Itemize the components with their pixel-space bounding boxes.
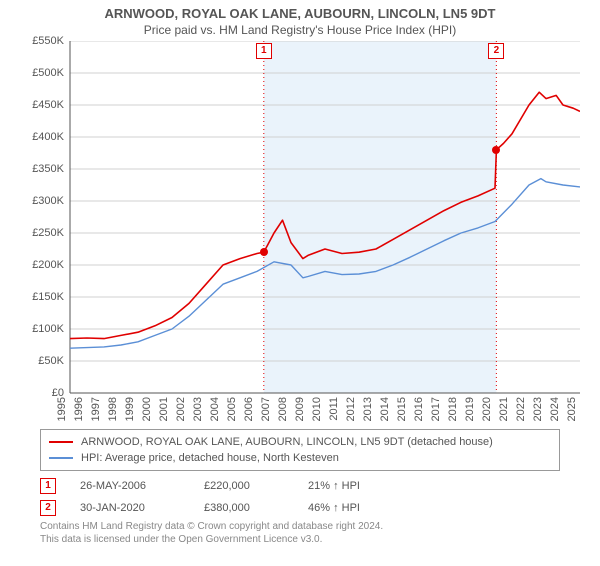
- legend-label: HPI: Average price, detached house, Nort…: [81, 452, 339, 464]
- footer-line: Contains HM Land Registry data © Crown c…: [40, 521, 560, 534]
- y-axis-tick: £350K: [20, 163, 64, 175]
- y-axis-tick: £100K: [20, 323, 64, 335]
- chart-marker-dot-icon: [260, 248, 268, 256]
- y-axis-tick: £250K: [20, 227, 64, 239]
- event-table: 1 26-MAY-2006 £220,000 21% ↑ HPI 2 30-JA…: [40, 475, 560, 519]
- legend-label: ARNWOOD, ROYAL OAK LANE, AUBOURN, LINCOL…: [81, 436, 493, 448]
- legend-item: HPI: Average price, detached house, Nort…: [49, 450, 551, 466]
- event-marker-icon: 2: [40, 500, 56, 516]
- chart-svg: [20, 41, 580, 421]
- event-date: 26-MAY-2006: [80, 480, 180, 492]
- chart-plot-area: £0£50K£100K£150K£200K£250K£300K£350K£400…: [20, 41, 580, 421]
- y-axis-tick: £450K: [20, 99, 64, 111]
- chart-subtitle: Price paid vs. HM Land Registry's House …: [0, 23, 600, 37]
- event-delta: 21% ↑ HPI: [308, 480, 360, 492]
- y-axis-tick: £300K: [20, 195, 64, 207]
- legend-swatch: [49, 441, 73, 443]
- y-axis-tick: £150K: [20, 291, 64, 303]
- event-row: 1 26-MAY-2006 £220,000 21% ↑ HPI: [40, 475, 560, 497]
- up-arrow-icon: ↑: [333, 480, 339, 492]
- legend-box: ARNWOOD, ROYAL OAK LANE, AUBOURN, LINCOL…: [40, 429, 560, 471]
- event-marker-icon: 1: [40, 478, 56, 494]
- legend-item: ARNWOOD, ROYAL OAK LANE, AUBOURN, LINCOL…: [49, 434, 551, 450]
- y-axis-tick: £550K: [20, 35, 64, 47]
- event-row: 2 30-JAN-2020 £380,000 46% ↑ HPI: [40, 497, 560, 519]
- chart-marker-dot-icon: [492, 146, 500, 154]
- up-arrow-icon: ↑: [333, 502, 339, 514]
- chart-title: ARNWOOD, ROYAL OAK LANE, AUBOURN, LINCOL…: [0, 6, 600, 21]
- chart-marker-label: 2: [488, 43, 504, 59]
- y-axis-tick: £50K: [20, 355, 64, 367]
- footer-line: This data is licensed under the Open Gov…: [40, 534, 560, 547]
- event-delta: 46% ↑ HPI: [308, 502, 360, 514]
- event-date: 30-JAN-2020: [80, 502, 180, 514]
- y-axis-tick: £500K: [20, 67, 64, 79]
- chart-marker-label: 1: [256, 43, 272, 59]
- legend-swatch: [49, 457, 73, 459]
- chart-title-block: ARNWOOD, ROYAL OAK LANE, AUBOURN, LINCOL…: [0, 6, 600, 37]
- y-axis-tick: £200K: [20, 259, 64, 271]
- event-price: £380,000: [204, 502, 284, 514]
- footer-attribution: Contains HM Land Registry data © Crown c…: [40, 521, 560, 546]
- x-axis-tick: 2025: [566, 397, 594, 421]
- event-price: £220,000: [204, 480, 284, 492]
- y-axis-tick: £400K: [20, 131, 64, 143]
